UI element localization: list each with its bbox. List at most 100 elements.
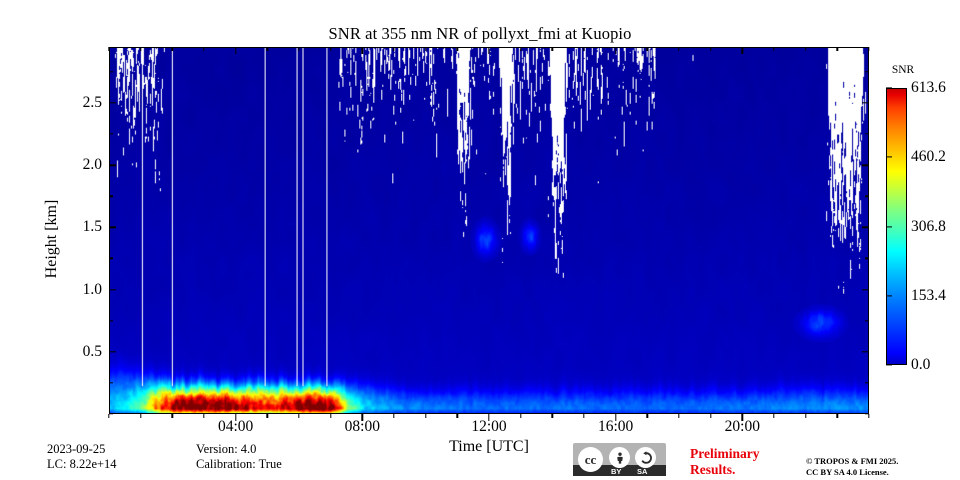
colorbar-tick-1 xyxy=(886,295,892,297)
x-tick-18 xyxy=(678,414,680,418)
y-tick-2.75 xyxy=(109,71,113,73)
x-tick-top-24 xyxy=(868,47,870,51)
x-tick-6 xyxy=(298,414,300,418)
x-tick-top-18 xyxy=(678,47,680,51)
colorbar-tick-label-1: 153.4 xyxy=(911,286,946,304)
y-tick-0.00 xyxy=(109,413,113,415)
x-tick-top-23 xyxy=(836,47,839,51)
x-tick-21 xyxy=(773,414,775,418)
x-tick-top-8 xyxy=(361,47,364,54)
x-tick-top-11 xyxy=(456,47,459,51)
x-tick-top-20 xyxy=(741,47,744,54)
x-tick-13 xyxy=(519,414,522,418)
y-tick-right-2.50 xyxy=(862,102,869,104)
x-tick-24 xyxy=(868,414,870,418)
y-tick-label-1: 1.0 xyxy=(82,280,102,298)
y-tick-2.50 xyxy=(109,102,116,104)
x-tick-5 xyxy=(266,414,269,418)
y-tick-label-0: 0.5 xyxy=(82,342,102,360)
x-tick-top-19 xyxy=(709,47,712,51)
x-tick-top-1 xyxy=(139,47,142,51)
cc-by-label: BY xyxy=(611,467,622,476)
x-tick-top-3 xyxy=(203,47,205,51)
x-tick-top-21 xyxy=(773,47,775,51)
x-tick-12 xyxy=(488,414,490,421)
copyright-note: © TROPOS & FMI 2025. CC BY SA 4.0 Licens… xyxy=(806,456,899,477)
x-tick-top-17 xyxy=(646,47,649,51)
footer-date-block: 2023-09-25 LC: 8.22e+14 xyxy=(47,442,117,471)
y-axis-label: Height [km] xyxy=(43,199,60,279)
footer-version-block: Version: 4.0 Calibration: True xyxy=(196,442,282,471)
y-tick-right-2.25 xyxy=(865,133,869,135)
y-tick-0.50 xyxy=(109,351,116,353)
x-tick-23 xyxy=(836,414,839,418)
x-tick-0 xyxy=(108,414,110,418)
y-tick-2.25 xyxy=(109,133,113,135)
x-tick-3 xyxy=(203,414,205,418)
x-tick-top-9 xyxy=(393,47,395,51)
x-tick-top-0 xyxy=(108,47,110,51)
colorbar-tick-label-2: 306.8 xyxy=(911,217,946,235)
colorbar-tick-label-0: 0.0 xyxy=(911,356,931,373)
page-title: SNR at 355 nm NR of pollyxt_fmi at Kuopi… xyxy=(328,24,632,43)
y-tick-1.00 xyxy=(109,288,116,291)
cc-sa-label: SA xyxy=(637,467,648,476)
colorbar-tick-4 xyxy=(886,87,892,89)
x-tick-label-1: 08:00 xyxy=(344,418,380,435)
x-tick-top-5 xyxy=(266,47,269,51)
heatmap-image xyxy=(110,48,868,413)
x-tick-4 xyxy=(234,414,237,421)
x-tick-top-22 xyxy=(804,47,807,51)
colorbar-tick-label-4: 613.6 xyxy=(911,79,946,96)
cc-logo-icon: cc xyxy=(578,447,603,472)
y-tick-1.25 xyxy=(109,257,113,260)
x-tick-top-14 xyxy=(551,47,554,51)
cc-by-person-icon xyxy=(609,447,630,468)
cc-license-badge[interactable]: cc BY SA xyxy=(573,443,666,476)
y-tick-label-3: 2.0 xyxy=(82,156,102,174)
x-tick-label-2: 12:00 xyxy=(471,418,507,435)
colorbar-tick-3 xyxy=(886,156,892,158)
x-tick-16 xyxy=(614,414,617,421)
x-tick-top-7 xyxy=(329,47,332,51)
y-tick-0.75 xyxy=(109,319,113,322)
x-tick-top-16 xyxy=(614,47,617,54)
x-tick-top-4 xyxy=(234,47,237,54)
x-tick-20 xyxy=(741,414,744,421)
x-tick-1 xyxy=(139,414,142,418)
x-tick-9 xyxy=(393,414,395,418)
x-tick-top-12 xyxy=(488,47,490,54)
x-tick-15 xyxy=(583,414,585,418)
x-tick-top-13 xyxy=(519,47,522,51)
x-tick-10 xyxy=(424,414,427,418)
x-tick-19 xyxy=(709,414,712,418)
y-tick-right-1.25 xyxy=(865,257,869,260)
x-tick-top-6 xyxy=(298,47,300,51)
y-tick-2.00 xyxy=(109,164,116,166)
colorbar-tick-2 xyxy=(886,225,892,228)
x-tick-11 xyxy=(456,414,459,418)
y-tick-right-2.00 xyxy=(862,164,869,166)
x-tick-label-3: 16:00 xyxy=(598,418,634,435)
x-axis-label: Time [UTC] xyxy=(449,438,529,455)
x-tick-22 xyxy=(804,414,807,418)
y-tick-right-1.00 xyxy=(862,288,869,291)
x-tick-7 xyxy=(329,414,332,418)
colorbar-tick-label-3: 460.2 xyxy=(911,148,946,166)
y-tick-right-1.75 xyxy=(865,195,869,197)
x-tick-label-4: 20:00 xyxy=(724,418,760,435)
y-tick-0.25 xyxy=(109,382,113,384)
heatmap-plot-area[interactable] xyxy=(109,47,869,414)
x-tick-label-0: 04:00 xyxy=(218,418,254,435)
colorbar-title: SNR xyxy=(891,64,915,76)
y-tick-right-0.75 xyxy=(865,319,869,322)
x-tick-top-2 xyxy=(171,47,174,51)
y-tick-1.75 xyxy=(109,195,113,197)
x-tick-17 xyxy=(646,414,649,418)
x-tick-top-15 xyxy=(583,47,585,51)
y-tick-right-2.75 xyxy=(865,71,869,73)
colorbar-tick-0 xyxy=(886,364,892,366)
x-tick-14 xyxy=(551,414,554,418)
preliminary-results-note: Preliminary Results. xyxy=(690,446,760,477)
